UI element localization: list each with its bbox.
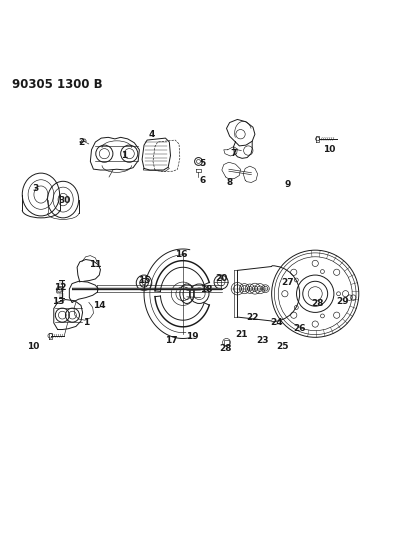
Text: 29: 29 [336,297,349,306]
Text: 18: 18 [200,285,212,294]
Text: 3: 3 [32,184,38,193]
Text: 24: 24 [270,318,283,327]
Text: 19: 19 [186,332,199,341]
Text: 2: 2 [78,138,84,147]
Text: 4: 4 [148,130,155,139]
Text: 28: 28 [311,299,324,308]
Text: 23: 23 [256,336,269,345]
Text: 17: 17 [165,336,177,345]
Text: 22: 22 [247,312,259,321]
Text: 6: 6 [199,176,206,185]
Text: 90305 1300 B: 90305 1300 B [12,78,102,91]
Text: 26: 26 [293,324,306,333]
Text: 1: 1 [121,151,128,160]
Text: 11: 11 [89,260,102,269]
Text: 10: 10 [27,342,39,351]
Text: 30: 30 [58,196,70,205]
Text: 1: 1 [83,318,89,327]
Text: 10: 10 [323,146,335,154]
Text: 14: 14 [93,301,106,310]
Text: 15: 15 [138,276,150,285]
Text: 7: 7 [230,149,237,158]
Text: 16: 16 [175,251,187,260]
Text: 9: 9 [285,180,291,189]
Text: 5: 5 [199,159,206,168]
Text: 20: 20 [216,273,228,282]
Text: 13: 13 [52,297,65,306]
Text: 21: 21 [235,330,248,339]
Text: 25: 25 [276,342,288,351]
Text: 12: 12 [54,284,67,293]
Text: 28: 28 [220,344,232,353]
Text: 8: 8 [227,179,233,188]
Text: 27: 27 [281,278,294,287]
